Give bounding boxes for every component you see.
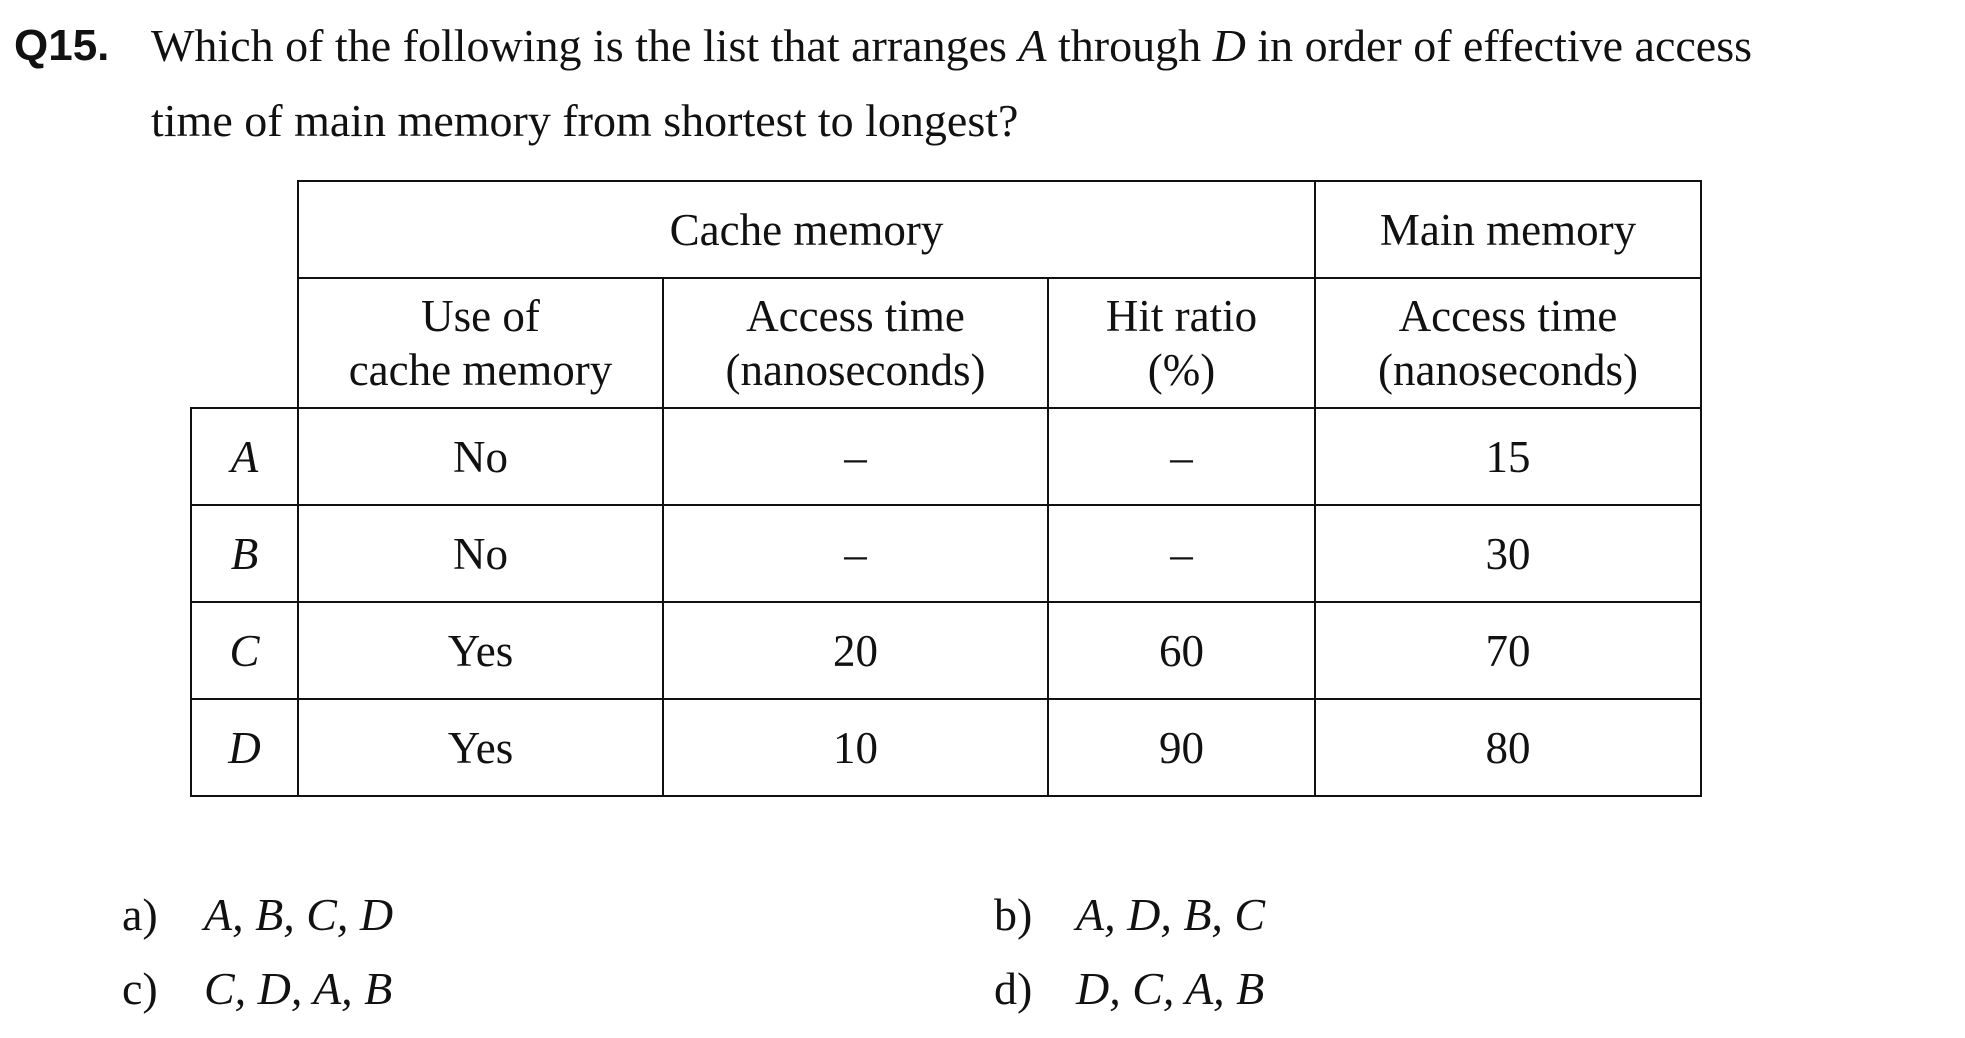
- hit-ratio-cell: 60: [1047, 601, 1316, 700]
- choice-c[interactable]: c) C, D, A, B: [122, 952, 392, 1026]
- header-line: (%): [1147, 345, 1216, 395]
- choice-a[interactable]: a) A, B, C, D: [122, 878, 393, 952]
- question-text-part: Which of the following is the list that …: [151, 20, 1019, 71]
- use-of-cache-cell: No: [297, 407, 664, 506]
- choice-label: c): [122, 963, 158, 1014]
- choice-b[interactable]: b) A, D, B, C: [994, 878, 1265, 952]
- main-access-time-cell: 30: [1314, 504, 1702, 603]
- table-row: D Yes 10 90 80: [190, 698, 1702, 797]
- main-access-time-cell: 15: [1314, 407, 1702, 506]
- row-label: D: [190, 698, 299, 797]
- cache-access-time-cell: 10: [662, 698, 1049, 797]
- use-of-cache-cell: Yes: [297, 601, 664, 700]
- choice-answer: C, D, A, B: [204, 963, 393, 1014]
- question-text: Which of the following is the list that …: [151, 8, 1954, 158]
- question-line-2: time of main memory from shortest to lon…: [151, 95, 1019, 146]
- question-number: Q15.: [14, 21, 110, 70]
- hit-ratio-cell: 90: [1047, 698, 1316, 797]
- row-label: A: [190, 407, 299, 506]
- question-variable-a: A: [1018, 20, 1047, 71]
- cache-access-time-cell: –: [662, 504, 1049, 603]
- cache-memory-header: Cache memory: [297, 180, 1316, 279]
- main-access-time-header: Access time (nanoseconds): [1314, 277, 1702, 409]
- table-group-header-row: Cache memory Main memory: [191, 180, 1702, 409]
- table-row: C Yes 20 60 70: [190, 601, 1702, 700]
- header-line: Access time: [746, 291, 965, 341]
- table-row: B No – – 30: [190, 504, 1702, 603]
- choice-answer: A, B, C, D: [204, 889, 394, 940]
- table-row: A No – – 15: [190, 407, 1702, 506]
- use-of-cache-cell: No: [297, 504, 664, 603]
- main-memory-header: Main memory: [1314, 180, 1702, 279]
- question: Q15. Which of the following is the list …: [14, 8, 1954, 158]
- header-line: Access time: [1398, 291, 1618, 341]
- use-of-cache-cell: Yes: [297, 698, 664, 797]
- question-line-1: Which of the following is the list that …: [151, 8, 1954, 83]
- choice-d[interactable]: d) D, C, A, B: [994, 952, 1264, 1026]
- main-access-time-cell: 70: [1314, 601, 1702, 700]
- header-line: Hit ratio: [1105, 291, 1258, 341]
- main-access-time-cell: 80: [1314, 698, 1702, 797]
- header-line: cache memory: [348, 345, 613, 395]
- choice-answer: D, C, A, B: [1076, 963, 1265, 1014]
- cache-access-time-header: Access time (nanoseconds): [662, 277, 1049, 409]
- question-text-part: in order of effective access: [1245, 20, 1753, 71]
- question-variable-d: D: [1212, 20, 1246, 71]
- row-label: B: [190, 504, 299, 603]
- hit-ratio-header: Hit ratio (%): [1047, 277, 1316, 409]
- cache-access-time-cell: –: [662, 407, 1049, 506]
- table-corner-cell: [191, 181, 299, 409]
- cache-access-time-cell: 20: [662, 601, 1049, 700]
- header-line: (nanoseconds): [725, 345, 986, 395]
- row-label: C: [190, 601, 299, 700]
- use-of-cache-header: Use of cache memory: [297, 277, 664, 409]
- memory-table: Cache memory Main memory Use of cache me…: [190, 180, 1702, 797]
- choice-label: d): [994, 963, 1033, 1014]
- choice-label: a): [122, 889, 158, 940]
- hit-ratio-cell: –: [1047, 504, 1316, 603]
- choice-answer: A, D, B, C: [1076, 889, 1266, 940]
- table-sub-header-row: Use of cache memory Access time (nanosec…: [191, 277, 1702, 409]
- header-line: Use of: [421, 291, 540, 341]
- question-text-part: through: [1046, 20, 1213, 71]
- choice-label: b): [994, 889, 1033, 940]
- header-line: (nanoseconds): [1378, 345, 1638, 395]
- hit-ratio-cell: –: [1047, 407, 1316, 506]
